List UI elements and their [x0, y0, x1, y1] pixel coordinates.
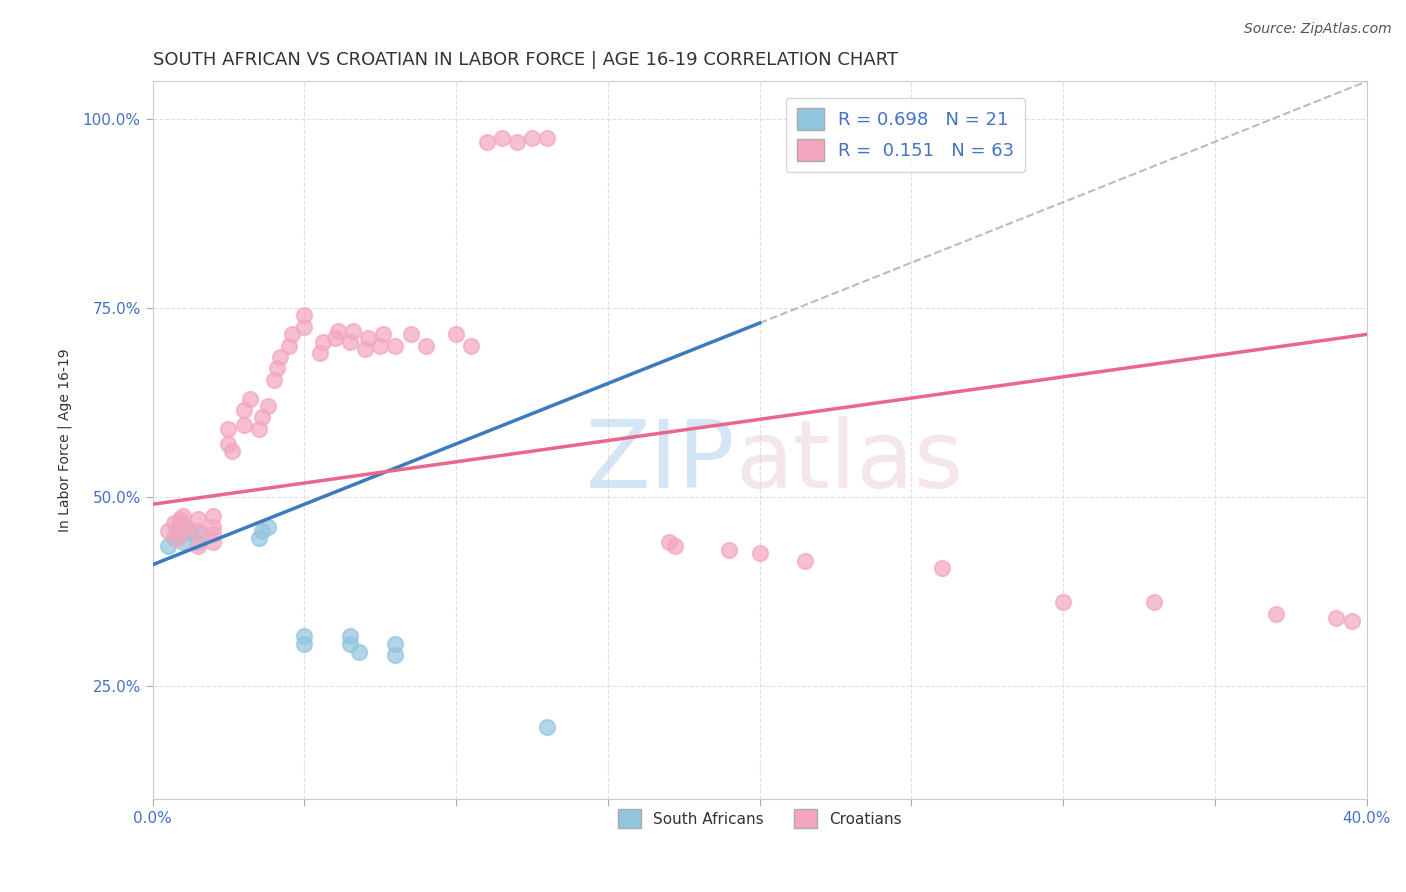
- Point: [311, 334, 333, 349]
- Point: [232, 403, 254, 417]
- Point: [187, 524, 209, 538]
- Point: [187, 539, 209, 553]
- Point: [257, 399, 280, 413]
- Point: [278, 339, 301, 353]
- Point: [239, 392, 262, 406]
- Point: [342, 324, 364, 338]
- Point: [156, 524, 179, 538]
- Point: [357, 331, 380, 345]
- Point: [339, 630, 361, 644]
- Point: [1326, 610, 1348, 624]
- Point: [460, 339, 482, 353]
- Point: [172, 527, 194, 541]
- Point: [266, 361, 288, 376]
- Point: [658, 535, 681, 549]
- Point: [202, 520, 225, 534]
- Text: SOUTH AFRICAN VS CROATIAN IN LABOR FORCE | AGE 16-19 CORRELATION CHART: SOUTH AFRICAN VS CROATIAN IN LABOR FORCE…: [153, 51, 897, 69]
- Point: [931, 561, 953, 575]
- Point: [172, 508, 194, 523]
- Point: [177, 524, 200, 538]
- Point: [263, 373, 285, 387]
- Point: [292, 309, 315, 323]
- Point: [202, 508, 225, 523]
- Point: [202, 527, 225, 541]
- Point: [368, 339, 391, 353]
- Y-axis label: In Labor Force | Age 16-19: In Labor Force | Age 16-19: [58, 348, 72, 532]
- Point: [536, 720, 558, 734]
- Point: [221, 444, 243, 458]
- Point: [475, 135, 498, 149]
- Point: [339, 637, 361, 651]
- Point: [169, 512, 191, 526]
- Point: [281, 327, 304, 342]
- Point: [174, 520, 197, 534]
- Point: [232, 417, 254, 432]
- Point: [308, 346, 330, 360]
- Point: [794, 554, 817, 568]
- Point: [257, 520, 280, 534]
- Point: [520, 131, 543, 145]
- Point: [172, 535, 194, 549]
- Point: [748, 546, 770, 560]
- Text: Source: ZipAtlas.com: Source: ZipAtlas.com: [1244, 22, 1392, 37]
- Point: [202, 535, 225, 549]
- Point: [506, 135, 529, 149]
- Point: [163, 516, 186, 531]
- Point: [339, 334, 361, 349]
- Point: [218, 437, 240, 451]
- Point: [172, 524, 194, 538]
- Point: [190, 527, 212, 541]
- Point: [384, 648, 406, 663]
- Point: [326, 324, 349, 338]
- Point: [172, 520, 194, 534]
- Point: [292, 319, 315, 334]
- Point: [354, 343, 377, 357]
- Point: [250, 410, 273, 425]
- Point: [250, 524, 273, 538]
- Point: [187, 512, 209, 526]
- Point: [384, 637, 406, 651]
- Text: atlas: atlas: [735, 416, 963, 508]
- Point: [218, 422, 240, 436]
- Text: ZIP: ZIP: [586, 416, 735, 508]
- Point: [1143, 595, 1166, 609]
- Point: [718, 542, 741, 557]
- Point: [536, 131, 558, 145]
- Point: [292, 637, 315, 651]
- Point: [347, 644, 370, 658]
- Point: [373, 327, 395, 342]
- Point: [269, 350, 291, 364]
- Point: [399, 327, 422, 342]
- Point: [156, 539, 179, 553]
- Point: [169, 516, 191, 531]
- Point: [163, 531, 186, 545]
- Point: [292, 630, 315, 644]
- Point: [247, 422, 270, 436]
- Legend: South Africans, Croatians: South Africans, Croatians: [612, 804, 908, 834]
- Point: [247, 531, 270, 545]
- Point: [664, 539, 686, 553]
- Point: [1052, 595, 1074, 609]
- Point: [384, 339, 406, 353]
- Point: [166, 524, 188, 538]
- Point: [323, 331, 346, 345]
- Point: [415, 339, 437, 353]
- Point: [187, 535, 209, 549]
- Point: [1340, 615, 1362, 629]
- Point: [491, 131, 513, 145]
- Point: [166, 531, 188, 545]
- Point: [444, 327, 467, 342]
- Point: [1264, 607, 1286, 621]
